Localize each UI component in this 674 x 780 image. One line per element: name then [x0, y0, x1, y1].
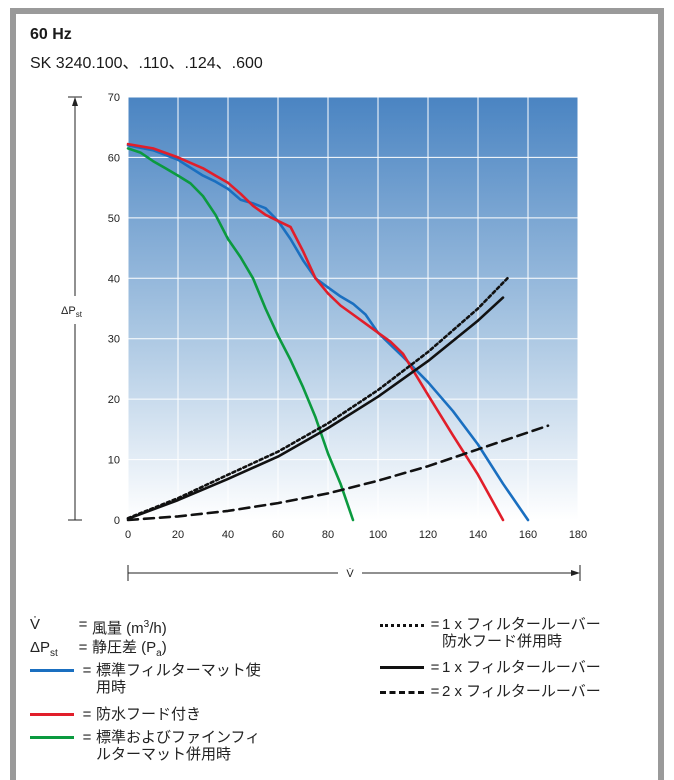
y-tick-label: 10 [108, 455, 120, 467]
series-line-5 [126, 296, 505, 521]
y-tick-label: 60 [108, 152, 120, 164]
x-tick-label: 20 [172, 529, 184, 541]
legend-red-swatch [30, 713, 74, 716]
grid-lines [127, 96, 579, 521]
series-line-2 [126, 142, 505, 522]
y-axis-label: ΔPst [61, 305, 83, 319]
chart-title: 60 Hz [30, 26, 72, 43]
legend-dp: ΔPst = 静圧差 (Pa) [30, 639, 167, 659]
legend-dashed: = 2 x フィルタールーバー [380, 683, 601, 700]
legend-solid-swatch [380, 666, 424, 669]
y-tick-label: 0 [114, 515, 120, 527]
x-tick-label: 0 [125, 529, 131, 541]
legend-green-swatch [30, 736, 74, 739]
plot-background [128, 97, 578, 520]
x-tick-label: 140 [469, 529, 487, 541]
x-axis-indicator [127, 565, 581, 581]
y-tick-label: 40 [108, 273, 120, 285]
x-axis-label: V̇ [346, 567, 354, 580]
x-tick-label: 100 [369, 529, 387, 541]
legend-blue: = 標準フィルターマット使 用時 [30, 662, 261, 696]
series-line-3 [126, 147, 355, 522]
x-tick-label: 160 [519, 529, 537, 541]
y-tick-label: 70 [108, 92, 120, 104]
legend-vdot-symbol: V̇ [30, 616, 41, 633]
legend-dashed-swatch [380, 691, 424, 694]
series-line-4 [126, 276, 510, 520]
y-tick-label: 20 [108, 394, 120, 406]
y-tick-label: 50 [108, 213, 120, 225]
y-axis-indicator [68, 96, 82, 521]
x-tick-label: 40 [222, 529, 234, 541]
x-tick-label: 60 [272, 529, 284, 541]
y-tick-label: 30 [108, 334, 120, 346]
legend-dotted: = 1 x フィルタールーバー 防水フード併用時 [380, 616, 601, 650]
x-tick-label: 180 [569, 529, 587, 541]
tick-labels: 0 20 40 60 80 100 120 140 160 180 0 10 20 30 40 50 60 70 [108, 92, 587, 541]
x-tick-label: 80 [322, 529, 334, 541]
series-line-6 [126, 424, 550, 522]
legend-solid-black: = 1 x フィルタールーバー [380, 659, 601, 676]
legend-vdot: V̇ = 風量 (m3/h) [30, 616, 167, 637]
legend-green: = 標準およびファインフィ ルターマット併用時 [30, 729, 260, 763]
legend-blue-swatch [30, 669, 74, 672]
series-lines [126, 142, 550, 522]
legend-dotted-swatch [380, 624, 424, 627]
x-tick-label: 120 [419, 529, 437, 541]
legend-red: = 防水フード付き [30, 706, 201, 723]
chart-subtitle: SK 3240.100、.110、.124、.600 [30, 55, 263, 72]
